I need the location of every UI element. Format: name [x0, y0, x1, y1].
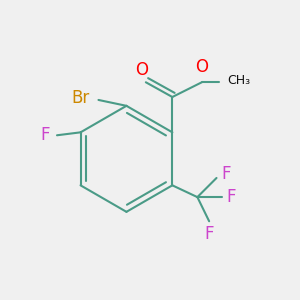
- Text: CH₃: CH₃: [227, 74, 250, 87]
- Text: F: F: [221, 165, 230, 183]
- Text: F: F: [204, 225, 214, 243]
- Text: O: O: [135, 61, 148, 79]
- Text: F: F: [227, 188, 236, 206]
- Text: F: F: [40, 126, 50, 144]
- Text: O: O: [195, 58, 208, 76]
- Text: Br: Br: [71, 89, 90, 107]
